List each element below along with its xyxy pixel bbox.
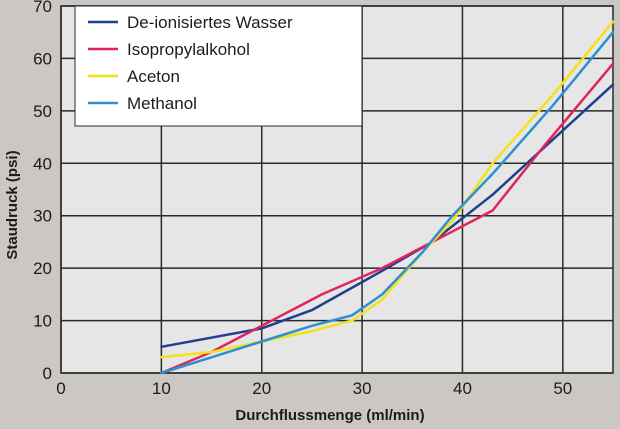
series-line-3 — [160, 20, 615, 359]
y-axis-title: Staudruck (psi) — [4, 150, 21, 259]
x-axis-ticks: 0 10 20 30 40 50 — [56, 379, 572, 398]
series-lines — [160, 20, 615, 375]
legend-label-1: De-ionisiertes Wasser — [127, 13, 293, 32]
y-tick-label-7: 70 — [33, 0, 52, 16]
series-line-4 — [160, 30, 615, 375]
x-tick-label-5: 50 — [553, 379, 572, 398]
y-tick-label-5: 50 — [33, 102, 52, 121]
y-axis-ticks: 0 10 20 30 40 50 60 70 — [33, 0, 52, 383]
y-tick-label-0: 0 — [43, 364, 52, 383]
y-tick-label-6: 60 — [33, 49, 52, 68]
x-tick-label-0: 0 — [56, 379, 65, 398]
x-tick-label-2: 20 — [252, 379, 271, 398]
legend-label-2: Isopropylalkohol — [127, 40, 250, 59]
legend: De-ionisiertes Wasser Isopropylalkohol Ace… — [74, 5, 363, 127]
x-axis-title: Durchflussmenge (ml/min) — [235, 407, 424, 424]
y-tick-label-4: 40 — [33, 154, 52, 173]
y-tick-label-1: 10 — [33, 312, 52, 331]
legend-label-4: Methanol — [127, 94, 197, 113]
y-tick-label-3: 30 — [33, 207, 52, 226]
x-tick-label-4: 40 — [453, 379, 472, 398]
legend-box — [74, 5, 363, 127]
series-line-2 — [160, 62, 615, 375]
y-tick-label-2: 20 — [33, 259, 52, 278]
legend-label-3: Aceton — [127, 67, 180, 86]
x-tick-label-3: 30 — [353, 379, 372, 398]
x-tick-label-1: 10 — [152, 379, 171, 398]
series-line-1 — [160, 83, 615, 349]
